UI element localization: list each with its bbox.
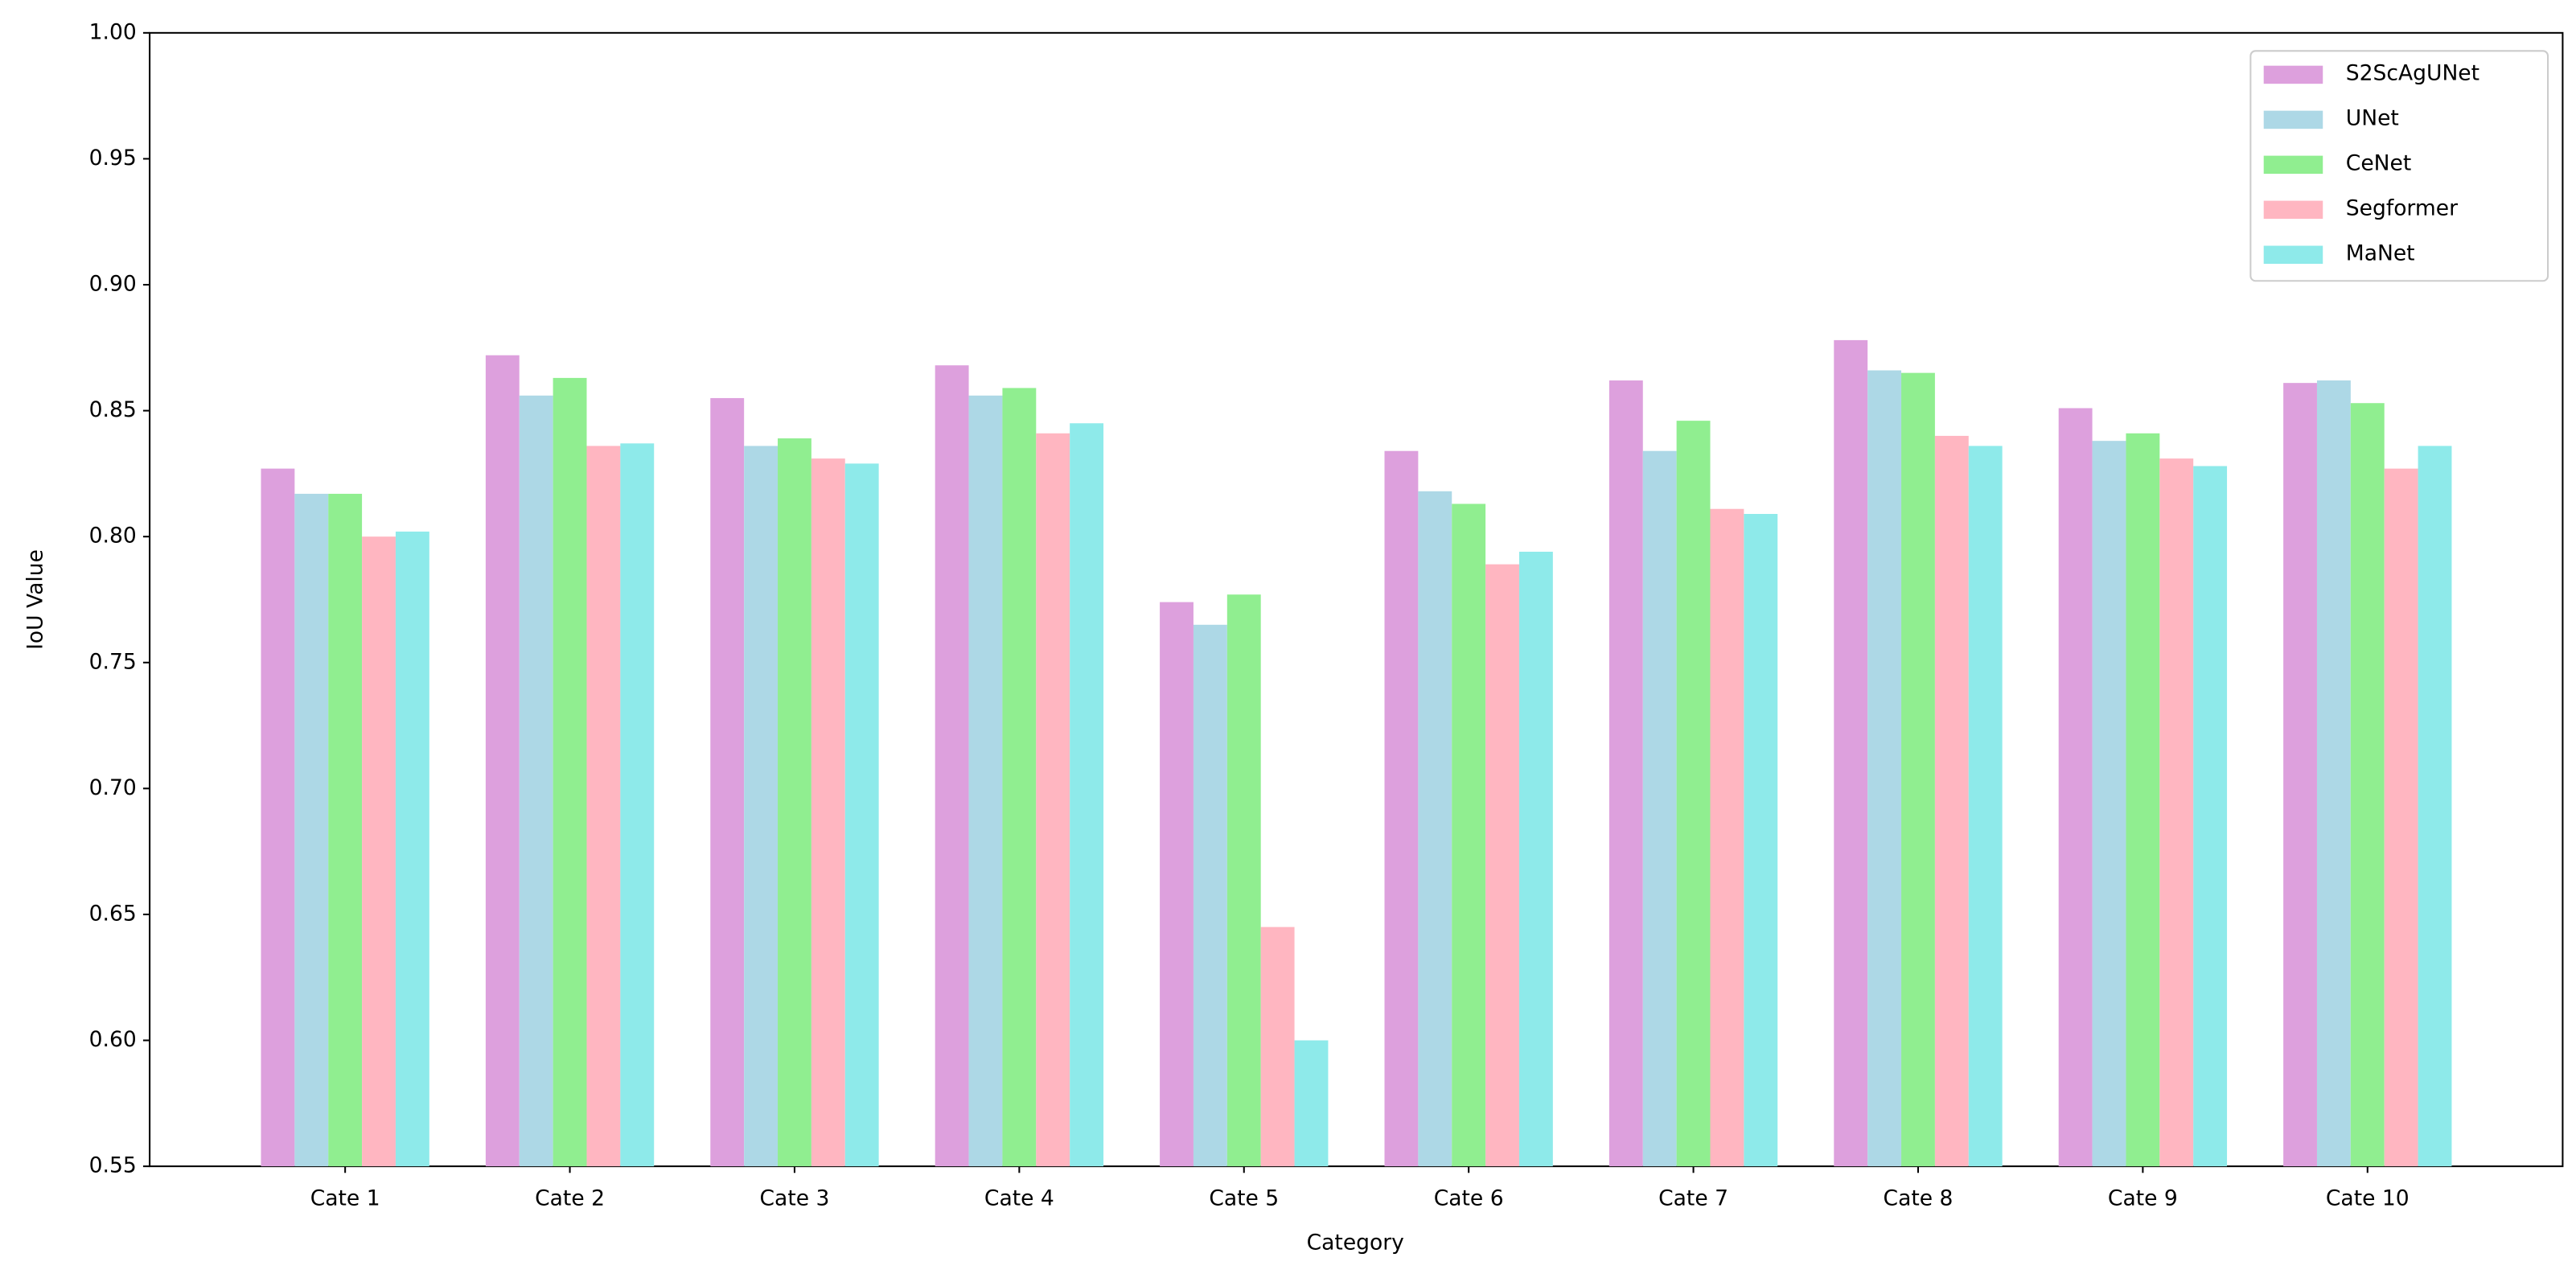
bar (811, 458, 845, 1167)
x-tick-label: Cate 1 (310, 1186, 380, 1210)
bar (2418, 446, 2452, 1167)
x-tick-label: Cate 9 (2108, 1186, 2178, 1210)
y-tick-label: 0.90 (89, 272, 137, 297)
bar (2159, 458, 2194, 1167)
bar (1518, 551, 1553, 1167)
bar (620, 443, 655, 1167)
bar (2058, 408, 2093, 1167)
bar (261, 468, 295, 1167)
legend-swatch (2263, 245, 2323, 265)
y-tick-label: 0.70 (89, 775, 137, 800)
bar (1608, 380, 1643, 1167)
legend-label: S2ScAgUNet (2346, 60, 2479, 85)
x-axis-label: Category (1307, 1231, 1404, 1255)
bar (968, 395, 1003, 1167)
bar (1418, 491, 1452, 1167)
bar (744, 446, 779, 1167)
bar (328, 493, 363, 1167)
bar (2350, 403, 2385, 1167)
y-tick-label: 0.60 (89, 1027, 137, 1052)
y-tick-label: 0.55 (89, 1153, 137, 1178)
y-tick-label: 0.80 (89, 524, 137, 549)
bar (586, 446, 621, 1167)
x-tick-label: Cate 4 (984, 1186, 1054, 1210)
bar (1070, 423, 1104, 1167)
bar (2384, 468, 2418, 1167)
bar (2316, 380, 2351, 1167)
y-tick-label: 0.95 (89, 146, 137, 171)
plot-frame (149, 31, 2564, 1168)
bar (1744, 514, 1778, 1167)
legend-swatch (2263, 155, 2323, 175)
bar (519, 395, 553, 1167)
legend-swatch (2263, 200, 2323, 220)
legend-label: MaNet (2346, 240, 2415, 265)
bar (1485, 564, 1519, 1167)
bar (1901, 372, 1935, 1167)
bar (1968, 446, 2003, 1167)
bar (1710, 508, 1744, 1167)
bar (1193, 624, 1227, 1167)
bar (710, 397, 745, 1167)
x-tick-label: Cate 2 (535, 1186, 605, 1210)
legend-label: Segformer (2346, 195, 2458, 220)
y-tick-label: 0.75 (89, 649, 137, 674)
bar (1867, 370, 1902, 1167)
x-tick-label: Cate 8 (1884, 1186, 1954, 1210)
legend-swatch (2263, 65, 2323, 84)
bar (1676, 421, 1711, 1167)
bar (1160, 602, 1194, 1167)
bar (362, 536, 396, 1167)
y-tick-label: 1.00 (89, 19, 137, 44)
bar (1260, 927, 1295, 1167)
y-tick-label: 0.65 (89, 901, 137, 926)
legend-swatch (2263, 110, 2323, 129)
bar (553, 377, 587, 1167)
bar (485, 355, 520, 1167)
bar (778, 438, 811, 1167)
bar (1452, 503, 1486, 1167)
bar (1036, 433, 1070, 1167)
bar (294, 493, 329, 1167)
bar (2126, 433, 2160, 1167)
y-tick-label: 0.85 (89, 397, 137, 422)
legend-label: UNet (2346, 105, 2399, 130)
bar (1384, 450, 1419, 1167)
bar (1002, 388, 1037, 1167)
bar (1934, 435, 1969, 1167)
bar (2092, 441, 2126, 1167)
legend-label: CeNet (2346, 150, 2411, 175)
x-tick-label: Cate 7 (1658, 1186, 1728, 1210)
y-axis-label: IoU Value (23, 549, 48, 650)
bar (395, 531, 429, 1167)
legend-box (2249, 50, 2549, 282)
x-tick-label: Cate 6 (1434, 1186, 1504, 1210)
x-tick-label: Cate 5 (1209, 1186, 1279, 1210)
bar (1834, 339, 1868, 1167)
bar (2193, 466, 2228, 1167)
bar (1226, 594, 1261, 1167)
bar (844, 463, 879, 1167)
bar (935, 365, 969, 1167)
x-tick-label: Cate 3 (760, 1186, 830, 1210)
x-tick-label: Cate 10 (2326, 1186, 2410, 1210)
bar (1294, 1040, 1329, 1167)
bar (2283, 383, 2317, 1167)
bar (1642, 450, 1677, 1167)
